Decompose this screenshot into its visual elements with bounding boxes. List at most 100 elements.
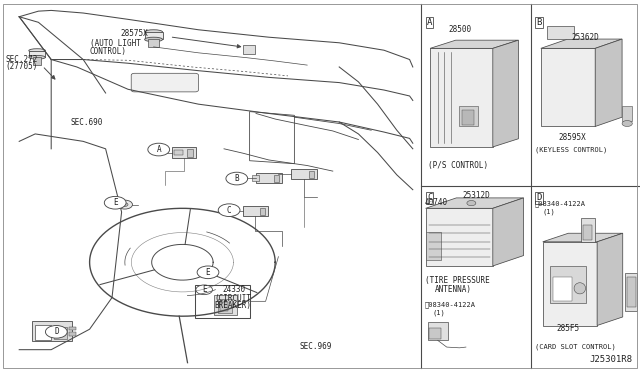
Bar: [148, 39, 159, 47]
Bar: [252, 175, 259, 181]
Bar: [69, 327, 76, 330]
Bar: [625, 273, 637, 311]
Text: (TIRE PRESSURE: (TIRE PRESSURE: [425, 276, 490, 285]
Circle shape: [122, 203, 128, 206]
Bar: [54, 327, 67, 339]
Bar: [243, 206, 268, 216]
Text: 40740: 40740: [425, 198, 448, 207]
Polygon shape: [543, 233, 623, 242]
Circle shape: [622, 121, 632, 126]
Polygon shape: [493, 40, 518, 147]
Text: E: E: [205, 268, 211, 277]
Text: SEC.690: SEC.690: [70, 118, 103, 127]
Bar: [220, 302, 228, 311]
Text: 24330: 24330: [223, 285, 246, 294]
Text: E: E: [113, 198, 118, 207]
Polygon shape: [426, 198, 524, 208]
Text: (P/S CONTROL): (P/S CONTROL): [428, 161, 488, 170]
Circle shape: [197, 266, 219, 279]
Text: B: B: [536, 18, 541, 27]
Text: (27705): (27705): [5, 62, 38, 71]
Ellipse shape: [574, 283, 586, 294]
Text: 倈08340-4122A: 倈08340-4122A: [425, 301, 476, 308]
Bar: [309, 171, 314, 178]
FancyBboxPatch shape: [131, 73, 198, 92]
Text: B: B: [234, 174, 239, 183]
Text: (KEYLESS CONTROL): (KEYLESS CONTROL): [535, 146, 607, 153]
Ellipse shape: [29, 49, 45, 52]
Polygon shape: [430, 48, 493, 147]
Text: J25301R8: J25301R8: [589, 355, 632, 364]
Polygon shape: [493, 198, 524, 266]
Bar: [33, 57, 41, 65]
Text: C: C: [427, 193, 432, 202]
Bar: [260, 208, 265, 215]
Text: A: A: [156, 145, 161, 154]
Text: (CIRCUIT: (CIRCUIT: [214, 294, 252, 303]
Text: (AUTO LIGHT: (AUTO LIGHT: [90, 39, 140, 48]
Text: 倈08340-4122A: 倈08340-4122A: [535, 201, 586, 207]
Bar: [581, 218, 595, 242]
Bar: [291, 169, 317, 179]
Text: 25362D: 25362D: [572, 33, 599, 42]
Ellipse shape: [145, 37, 163, 42]
Bar: [29, 51, 45, 57]
Ellipse shape: [29, 55, 45, 59]
Bar: [459, 106, 478, 126]
Text: C: C: [227, 206, 232, 215]
Bar: [553, 277, 572, 301]
Bar: [69, 332, 76, 336]
Circle shape: [117, 200, 132, 209]
Bar: [428, 322, 448, 340]
Bar: [214, 295, 237, 315]
Text: 28500: 28500: [448, 25, 471, 34]
Polygon shape: [595, 39, 622, 126]
Bar: [243, 45, 255, 54]
Circle shape: [45, 326, 67, 338]
Bar: [174, 150, 183, 155]
Ellipse shape: [145, 30, 163, 34]
Polygon shape: [541, 39, 622, 48]
Bar: [35, 325, 51, 340]
Polygon shape: [430, 40, 518, 48]
Circle shape: [226, 172, 248, 185]
Bar: [145, 32, 163, 39]
Circle shape: [218, 204, 240, 217]
Text: CONTROL): CONTROL): [90, 47, 127, 56]
Text: BREAKER): BREAKER): [214, 301, 252, 310]
Bar: [32, 321, 72, 341]
Text: D: D: [54, 327, 59, 336]
Text: 285F5: 285F5: [557, 324, 580, 333]
Bar: [187, 149, 193, 157]
Bar: [195, 285, 250, 318]
Text: E: E: [202, 285, 207, 294]
Bar: [462, 110, 474, 125]
Bar: [429, 328, 441, 339]
Text: (1): (1): [543, 209, 556, 215]
Circle shape: [196, 285, 212, 295]
Text: 28575X: 28575X: [120, 29, 148, 38]
Bar: [622, 106, 632, 121]
Polygon shape: [547, 26, 574, 39]
Circle shape: [467, 201, 476, 206]
Bar: [426, 232, 441, 260]
Bar: [627, 277, 636, 307]
Bar: [550, 266, 586, 303]
Bar: [274, 175, 279, 182]
Text: ANTENNA): ANTENNA): [435, 285, 472, 294]
Bar: [172, 147, 196, 158]
Text: 25312D: 25312D: [462, 191, 490, 200]
Polygon shape: [597, 233, 623, 326]
Text: D: D: [536, 193, 541, 202]
Text: (CARD SLOT CONTROL): (CARD SLOT CONTROL): [535, 343, 616, 350]
Polygon shape: [543, 242, 597, 326]
Polygon shape: [541, 48, 595, 126]
Bar: [256, 173, 282, 183]
Text: 28595X: 28595X: [559, 133, 586, 142]
Bar: [218, 299, 232, 313]
Circle shape: [104, 196, 126, 209]
Text: A: A: [427, 18, 432, 27]
Circle shape: [148, 143, 170, 156]
Text: (1): (1): [433, 309, 445, 316]
Text: SEC.969: SEC.969: [300, 342, 332, 351]
